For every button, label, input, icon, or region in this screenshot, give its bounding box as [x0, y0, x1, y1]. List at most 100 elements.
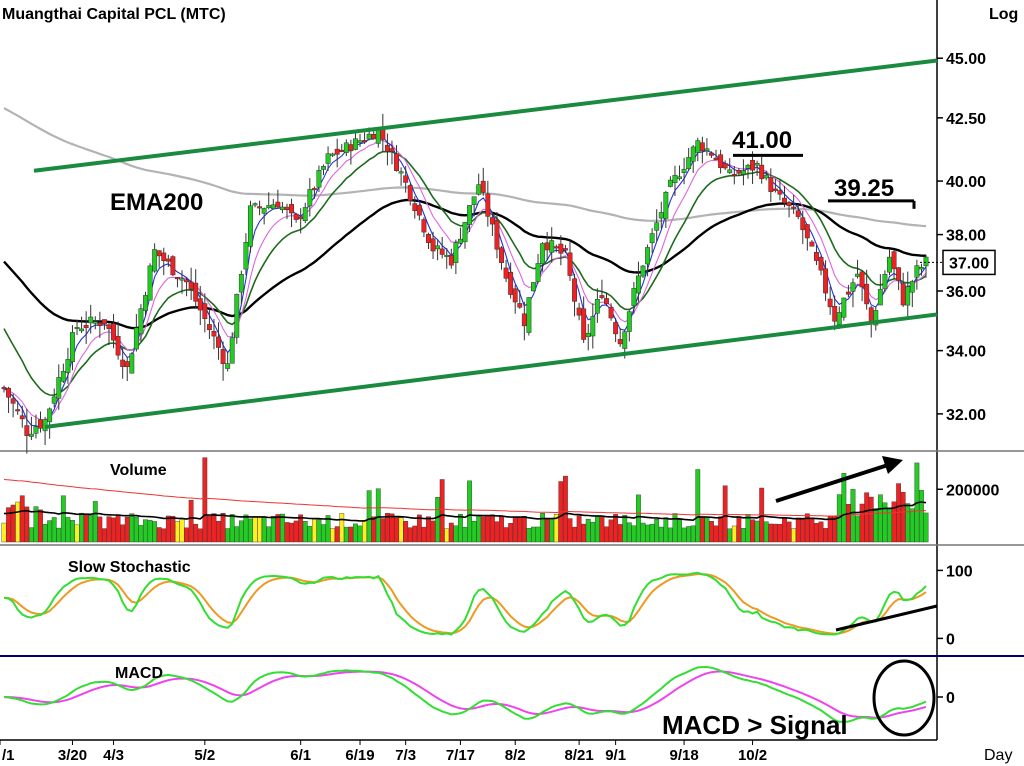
resistance-41-label: 41.00 [732, 127, 792, 154]
candle-body [613, 322, 619, 335]
volume-bar [321, 524, 326, 543]
x-tick-label: 8/2 [505, 747, 526, 764]
candle-body [152, 249, 158, 272]
volume-bar [234, 526, 240, 543]
volume-bar [549, 518, 555, 543]
ema200-annotation: EMA200 [110, 189, 203, 216]
volume-bar [19, 495, 25, 543]
volume-bar [115, 514, 121, 543]
volume-bar [877, 494, 883, 543]
x-tick-label: /1 [2, 747, 15, 764]
macd-panel-label: MACD [115, 665, 163, 682]
volume-bar [102, 528, 107, 543]
candle-body [772, 188, 778, 191]
candle-body [649, 233, 655, 244]
candle-body [307, 189, 313, 207]
candle-body [229, 337, 235, 364]
volume-bar [626, 522, 632, 543]
stochastic-tick-label: 0 [946, 631, 955, 648]
candle-body [325, 153, 331, 164]
volume-bar [567, 518, 573, 543]
volume-bar [289, 522, 294, 543]
stochastic-d-line [3, 572, 927, 635]
x-tick-label: 10/2 [738, 747, 767, 764]
volume-bar [458, 513, 463, 543]
volume-bar [70, 520, 75, 543]
candle-body [759, 164, 765, 180]
volume-bar [814, 523, 819, 543]
volume-bar [741, 528, 746, 543]
volume-bar [859, 503, 865, 543]
volume-bar [293, 520, 299, 543]
volume-bar [238, 520, 244, 543]
volume-bar [334, 526, 340, 543]
volume-bar [206, 515, 212, 543]
volume-trend-arrow [775, 463, 889, 503]
candle-body [321, 166, 326, 170]
candle-body [782, 197, 787, 204]
candle-body [430, 238, 436, 252]
volume-bar [631, 525, 637, 543]
x-tick-label: 7/3 [395, 747, 416, 764]
candle-body [900, 283, 906, 306]
candle-body [704, 148, 710, 151]
candle-body [311, 188, 317, 191]
candle-body [526, 297, 532, 333]
candle-body [827, 298, 833, 308]
candle-body [558, 243, 564, 254]
x-tick-label: 9/18 [669, 747, 698, 764]
candle-body [124, 361, 130, 367]
candle-body [581, 308, 587, 340]
price-tick-label: 36.00 [946, 284, 986, 301]
volume-bar [1, 522, 7, 543]
candle-body [97, 322, 103, 326]
candle-body [225, 363, 231, 369]
candle-body [83, 325, 89, 329]
candle-body [193, 282, 199, 302]
volume-bar [371, 516, 377, 543]
volume-bar [663, 517, 669, 543]
candle-body [877, 289, 883, 306]
candle-body [202, 303, 208, 319]
volume-bar [79, 512, 84, 543]
volume-bar [124, 516, 130, 543]
candle-body [713, 157, 719, 161]
candle-body [672, 174, 678, 183]
volume-bar [407, 527, 413, 543]
candle-body [161, 252, 167, 261]
candle-body [15, 409, 21, 412]
candle-body [485, 193, 491, 217]
volume-panel [1, 456, 929, 543]
volume-bar [512, 516, 518, 543]
volume-bar [654, 519, 660, 543]
candle-body [864, 283, 870, 305]
candle-body [106, 324, 112, 329]
candle-body [206, 324, 212, 331]
candle-body [197, 298, 203, 311]
candle-body [65, 359, 71, 373]
volume-bar [38, 509, 43, 543]
volume-bar [745, 514, 751, 543]
candle-body [494, 220, 500, 250]
candle-body [289, 204, 295, 214]
candle-body [28, 433, 34, 437]
candle-body [512, 288, 518, 303]
candle-body [243, 241, 249, 270]
candle-body [353, 138, 358, 150]
candle-body [357, 140, 363, 143]
candle-body [179, 278, 185, 281]
candle-body [667, 179, 673, 187]
volume-bar [394, 517, 399, 543]
candle-body [88, 316, 94, 324]
volume-bar [517, 517, 523, 543]
volume-bar [302, 520, 308, 543]
candle-body [79, 328, 85, 332]
candle-body [24, 425, 30, 436]
candle-body [823, 268, 829, 294]
macd-line [3, 665, 927, 723]
volume-bar [426, 516, 431, 543]
candle-body [599, 295, 605, 298]
candle-body [448, 254, 454, 266]
candle-body [832, 306, 838, 322]
candle-body [298, 216, 304, 220]
